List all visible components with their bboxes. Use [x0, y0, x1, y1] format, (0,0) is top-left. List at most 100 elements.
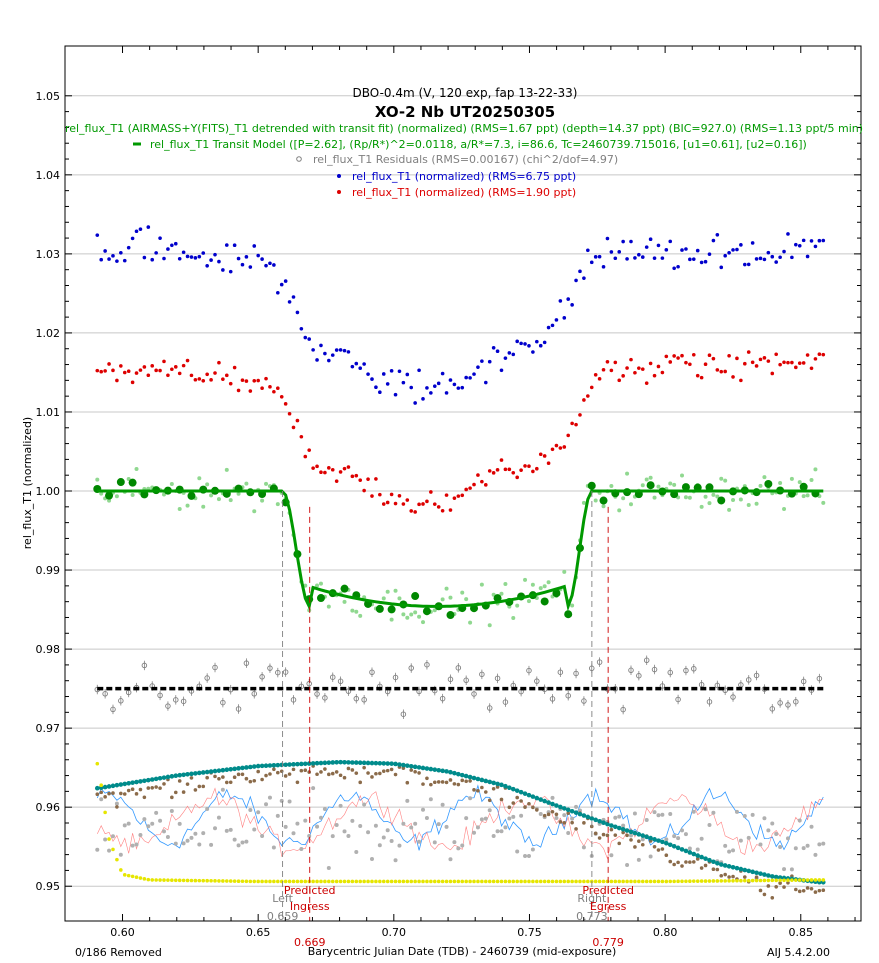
yfits-point	[276, 879, 280, 884]
lightgray-point	[373, 823, 378, 828]
airmass-point	[357, 760, 363, 766]
airmass-point	[342, 759, 347, 765]
brown-point	[727, 875, 731, 879]
residual-point	[110, 706, 116, 713]
yfits-point	[150, 878, 155, 882]
blue-flux-point	[99, 257, 104, 262]
detrended-point	[617, 508, 622, 513]
airmass-point	[510, 786, 516, 792]
blue-flux-point	[754, 257, 759, 261]
red-flux-point	[221, 377, 225, 381]
blue-flux-point	[436, 381, 441, 386]
residual-point	[455, 665, 462, 671]
red-flux-point	[405, 498, 410, 502]
detrended-point	[711, 492, 716, 497]
airmass-point	[503, 783, 508, 789]
lightgray-point	[138, 832, 143, 837]
blue-flux-point	[111, 254, 115, 258]
lightgray-point	[260, 833, 265, 838]
blue-flux-point	[476, 365, 480, 369]
residual-point	[628, 667, 634, 674]
yfits-point	[166, 878, 170, 882]
lightgray-point	[456, 846, 461, 851]
yfits-point	[409, 879, 414, 884]
brown-point	[268, 772, 272, 776]
yfits-point	[209, 878, 213, 883]
brown-point	[99, 790, 104, 795]
residual-point	[745, 677, 752, 683]
yfits-point	[436, 879, 441, 884]
yfits-point	[794, 878, 798, 882]
yfits-point	[185, 878, 190, 883]
transit-model-line	[97, 489, 824, 612]
blue-flux-point	[173, 241, 178, 246]
residual-point	[636, 672, 642, 679]
detrended-point	[648, 475, 653, 480]
red-flux-point	[731, 375, 735, 379]
y-tick-label: 1.02	[36, 327, 61, 340]
red-flux-point	[770, 371, 775, 376]
blue-flux-point	[283, 279, 288, 283]
blue-flux-point	[731, 248, 735, 252]
detrended-point	[821, 500, 826, 505]
lightgray-point	[691, 809, 696, 814]
detrended-point	[530, 582, 535, 587]
airmass-point	[102, 784, 108, 790]
yfits-point	[158, 878, 162, 882]
red-flux-point	[472, 482, 476, 487]
red-flux-point	[621, 374, 625, 378]
yfits-point	[107, 837, 111, 841]
brown-point	[405, 780, 410, 785]
lightgray-point	[746, 835, 751, 840]
binned-point	[540, 597, 549, 606]
brown-point	[350, 768, 355, 772]
detrended-point	[707, 501, 712, 506]
lightgray-point	[185, 838, 190, 843]
brown-point	[385, 768, 390, 773]
blue-flux-point	[260, 257, 264, 261]
blue-flux-point	[617, 250, 622, 254]
lightgray-point	[519, 813, 524, 818]
blue-flux-point	[256, 253, 260, 258]
brown-point	[794, 887, 798, 892]
brown-point	[562, 821, 567, 825]
red-flux-point	[158, 368, 162, 373]
brown-point	[668, 859, 673, 864]
red-flux-point	[370, 494, 374, 498]
blue-flux-point	[625, 257, 629, 261]
airmass-point	[385, 761, 390, 766]
blue-flux-point	[299, 326, 304, 331]
detrended-point	[342, 599, 347, 604]
red-flux-point	[464, 487, 468, 492]
lightgray-point	[436, 822, 441, 827]
yfits-point	[268, 879, 272, 884]
airmass-point	[526, 792, 532, 798]
brown-point	[330, 771, 335, 776]
lightgray-point	[232, 837, 237, 842]
yfits-point	[629, 879, 633, 884]
airmass-point	[350, 760, 355, 765]
lightgray-point	[110, 834, 115, 839]
lightgray-point	[703, 807, 708, 812]
airmass-point	[197, 770, 202, 776]
red-flux-point	[719, 369, 724, 374]
residual-point	[439, 695, 446, 702]
detrended-point	[95, 477, 100, 482]
yfits-point	[782, 878, 786, 883]
airmass-point	[459, 772, 465, 778]
brown-point	[487, 798, 492, 803]
yfits-point	[323, 879, 327, 884]
blue-flux-point	[228, 269, 233, 274]
airmass-point	[742, 867, 748, 873]
brown-point	[786, 881, 790, 885]
red-flux-point	[601, 367, 606, 372]
blue-flux-point	[374, 385, 378, 390]
residual-point	[243, 660, 250, 666]
lightgray-point	[495, 829, 500, 834]
detrended-point	[797, 480, 802, 485]
yfits-point	[385, 879, 390, 884]
blue-flux-point	[672, 266, 676, 271]
yfits-point	[181, 878, 186, 883]
lightgray-point	[428, 797, 433, 802]
lightgray-point	[169, 808, 174, 813]
